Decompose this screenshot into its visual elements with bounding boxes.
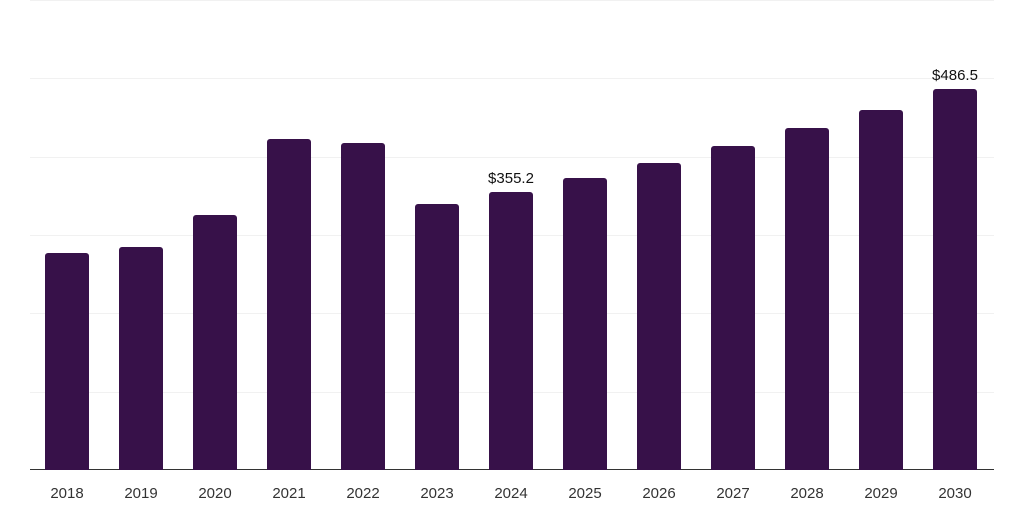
- bar-2019[interactable]: [119, 247, 163, 470]
- x-tick-label: 2026: [642, 485, 676, 502]
- bar-2027[interactable]: [711, 146, 755, 470]
- bar-2028[interactable]: [785, 128, 829, 470]
- gridline: [30, 157, 994, 158]
- x-tick-label: 2029: [864, 485, 898, 502]
- bar-2023[interactable]: [415, 204, 459, 470]
- bar-2020[interactable]: [193, 215, 237, 470]
- x-tick-label: 2028: [790, 485, 824, 502]
- x-tick-label: 2030: [938, 485, 972, 502]
- gridline: [30, 78, 994, 79]
- x-tick-label: 2018: [50, 485, 84, 502]
- data-label: $486.5: [932, 67, 978, 84]
- bar-2030[interactable]: [933, 89, 977, 470]
- x-tick-label: 2023: [420, 485, 454, 502]
- bar-2025[interactable]: [563, 178, 607, 470]
- x-tick-label: 2021: [272, 485, 306, 502]
- bar-2024[interactable]: [489, 192, 533, 470]
- bar-2029[interactable]: [859, 110, 903, 470]
- x-tick-label: 2019: [124, 485, 158, 502]
- bar-2026[interactable]: [637, 163, 681, 470]
- x-tick-label: 2025: [568, 485, 602, 502]
- x-tick-label: 2027: [716, 485, 750, 502]
- x-tick-label: 2024: [494, 485, 528, 502]
- bar-2022[interactable]: [341, 143, 385, 470]
- gridline: [30, 0, 994, 1]
- data-label: $355.2: [488, 170, 534, 187]
- x-tick-label: 2022: [346, 485, 380, 502]
- bar-2018[interactable]: [45, 253, 89, 470]
- x-tick-label: 2020: [198, 485, 232, 502]
- bar-2021[interactable]: [267, 139, 311, 470]
